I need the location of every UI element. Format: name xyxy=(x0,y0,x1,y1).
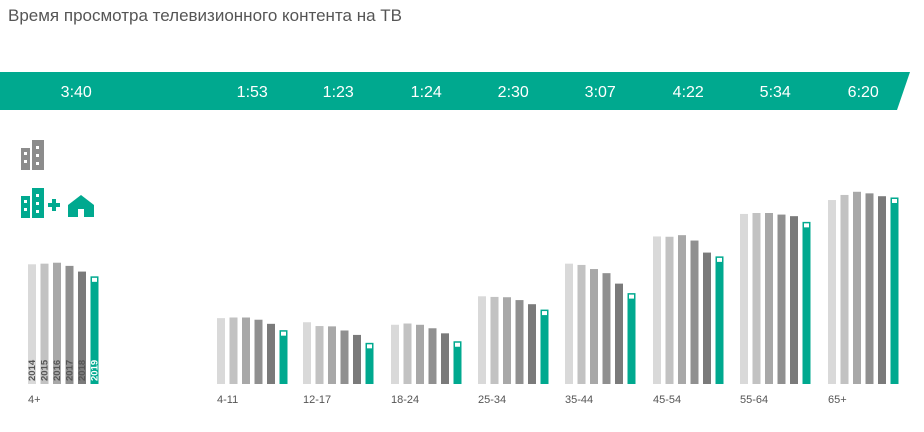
legend xyxy=(21,140,94,218)
year-label: 2019 xyxy=(90,360,101,381)
bar-2017 xyxy=(865,193,874,384)
bar-2017 xyxy=(690,240,699,384)
bar-cap xyxy=(892,198,897,203)
bar-cap xyxy=(367,344,372,349)
total-time-label: 1:53 xyxy=(237,84,268,101)
bar-2015 xyxy=(315,326,324,384)
bar-cap xyxy=(281,331,286,336)
city-buildings-icon xyxy=(21,140,44,170)
category-labels: 4+ 4-11 12-17 18-24 25-34 35-44 45-54 55-64 65+ xyxy=(28,394,847,406)
city-plus-home-icon xyxy=(21,188,94,218)
bar-2019 xyxy=(715,256,724,384)
year-label: 2018 xyxy=(77,360,88,381)
totals-banner-background xyxy=(0,72,910,110)
bar-2016 xyxy=(416,324,424,384)
total-time-label: 3:40 xyxy=(61,84,92,101)
bar-2019 xyxy=(540,309,549,384)
bar-2014 xyxy=(828,200,836,384)
bar-2018 xyxy=(528,304,536,384)
bar-cap xyxy=(92,277,97,282)
bar-cap xyxy=(455,342,460,347)
total-time-label: 1:23 xyxy=(323,84,354,101)
bar-2018 xyxy=(878,196,886,384)
year-label: 2015 xyxy=(40,359,51,381)
bar-cap xyxy=(542,311,547,316)
category-label: 25-34 xyxy=(478,394,506,406)
bar-2015 xyxy=(403,323,412,384)
bar-2018 xyxy=(615,283,623,384)
chart-title: Время просмотра телевизионного контента … xyxy=(8,6,403,25)
total-time-label: 5:34 xyxy=(760,84,791,101)
bar-2014 xyxy=(565,263,573,384)
bar-2019 xyxy=(890,197,899,384)
bar-2018 xyxy=(790,216,798,384)
bar-2017 xyxy=(777,214,786,384)
bar-2019 xyxy=(453,341,462,384)
bar-2014 xyxy=(28,264,36,384)
bar-2014 xyxy=(303,322,311,384)
bar-2014 xyxy=(391,324,399,384)
bar-2019 xyxy=(279,330,288,384)
category-label: 18-24 xyxy=(391,394,419,406)
bar-2015 xyxy=(665,236,674,384)
total-time-label: 4:22 xyxy=(673,84,704,101)
bar-2018 xyxy=(353,334,361,384)
bar-2014 xyxy=(217,318,225,384)
bar-2019 xyxy=(627,293,636,384)
category-label: 35-44 xyxy=(565,394,593,406)
bar-2015 xyxy=(40,263,49,384)
bar-2015 xyxy=(490,296,499,384)
year-label: 2014 xyxy=(27,359,38,381)
total-time-label: 6:20 xyxy=(848,84,879,101)
bar-2017 xyxy=(254,319,263,384)
bar-2017 xyxy=(65,265,74,384)
bar-2017 xyxy=(515,300,524,384)
bar-2014 xyxy=(740,213,748,384)
bar-2015 xyxy=(229,317,238,384)
total-time-label: 1:24 xyxy=(411,84,442,101)
bar-2018 xyxy=(441,333,449,384)
totals-banner: 3:40 1:53 1:23 1:24 2:30 3:07 4:22 5:34 6:20 xyxy=(0,72,910,110)
bar-2016 xyxy=(765,213,773,384)
bar-2018 xyxy=(267,323,275,384)
bar-2017 xyxy=(428,328,437,384)
category-label: 4+ xyxy=(28,394,41,406)
bar-2015 xyxy=(577,264,586,384)
category-label: 4-11 xyxy=(217,394,238,406)
bar-2016 xyxy=(503,297,511,384)
bar-2019 xyxy=(365,342,374,384)
total-time-label: 3:07 xyxy=(585,84,616,101)
bar-2019 xyxy=(90,276,99,384)
bar-cap xyxy=(717,257,722,262)
bar-cap xyxy=(629,294,634,299)
bar-2016 xyxy=(242,317,250,384)
year-label: 2016 xyxy=(52,360,63,381)
bar-cap xyxy=(804,223,809,228)
bar-2014 xyxy=(478,296,486,384)
bar-2015 xyxy=(840,194,849,384)
bar-2017 xyxy=(340,330,349,384)
bar-2016 xyxy=(590,269,598,384)
bar-2016 xyxy=(328,326,336,384)
bar-2016 xyxy=(53,262,61,384)
category-label: 65+ xyxy=(828,394,847,406)
category-label: 12-17 xyxy=(303,394,331,406)
bar-2019 xyxy=(802,221,811,384)
category-label: 55-64 xyxy=(740,394,768,406)
bar-2017 xyxy=(602,273,611,384)
bar-2018 xyxy=(703,252,711,384)
total-time-label: 2:30 xyxy=(498,84,529,101)
bar-2016 xyxy=(853,191,861,384)
bar-2016 xyxy=(678,235,686,384)
year-label: 2017 xyxy=(65,360,76,381)
category-label: 45-54 xyxy=(653,394,681,406)
bar-2015 xyxy=(752,213,761,384)
bars: 2014 2015 2016 2017 2018 2019 xyxy=(27,191,899,384)
bar-2014 xyxy=(653,236,661,384)
bar-2018 xyxy=(78,271,86,384)
